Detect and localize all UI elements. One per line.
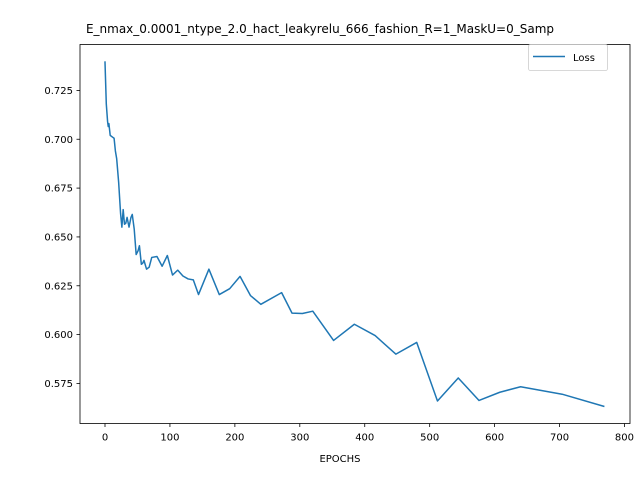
axes-frame (79, 44, 631, 424)
x-tick-label: 300 (290, 433, 309, 444)
x-axis-label: EPOCHS (319, 454, 360, 465)
x-tick-label: 100 (160, 433, 179, 444)
legend-box (528, 44, 608, 71)
x-tick-label: 0 (102, 433, 108, 444)
legend-label-loss: Loss (573, 53, 595, 64)
y-tick-label: 0.625 (44, 281, 73, 292)
y-axis-ticks: 0.575 0.600 0.625 0.650 0.675 0.700 0.725 (44, 86, 80, 390)
x-tick-label: 700 (550, 433, 569, 444)
y-tick-label: 0.675 (44, 184, 73, 195)
y-tick-label: 0.700 (44, 135, 73, 146)
x-axis-ticks: 0 100 200 300 400 500 600 700 800 (102, 423, 634, 444)
series-line-loss (104, 61, 605, 408)
legend: Loss (528, 44, 608, 71)
y-tick-label: 0.650 (44, 232, 73, 243)
chart-title: E_nmax_0.0001_ntype_2.0_hact_leakyrelu_6… (86, 22, 554, 36)
x-tick-label: 200 (225, 433, 244, 444)
y-tick-label: 0.575 (44, 379, 73, 390)
x-tick-label: 400 (355, 433, 374, 444)
x-tick-label: 600 (485, 433, 504, 444)
y-tick-label: 0.725 (44, 86, 73, 97)
x-tick-label: 800 (615, 433, 634, 444)
y-tick-label: 0.600 (44, 330, 73, 341)
x-tick-label: 500 (420, 433, 439, 444)
plot-area: 0 100 200 300 400 500 600 700 800 0.575 0.600 0.62… (44, 44, 634, 444)
series-layer (104, 61, 605, 408)
